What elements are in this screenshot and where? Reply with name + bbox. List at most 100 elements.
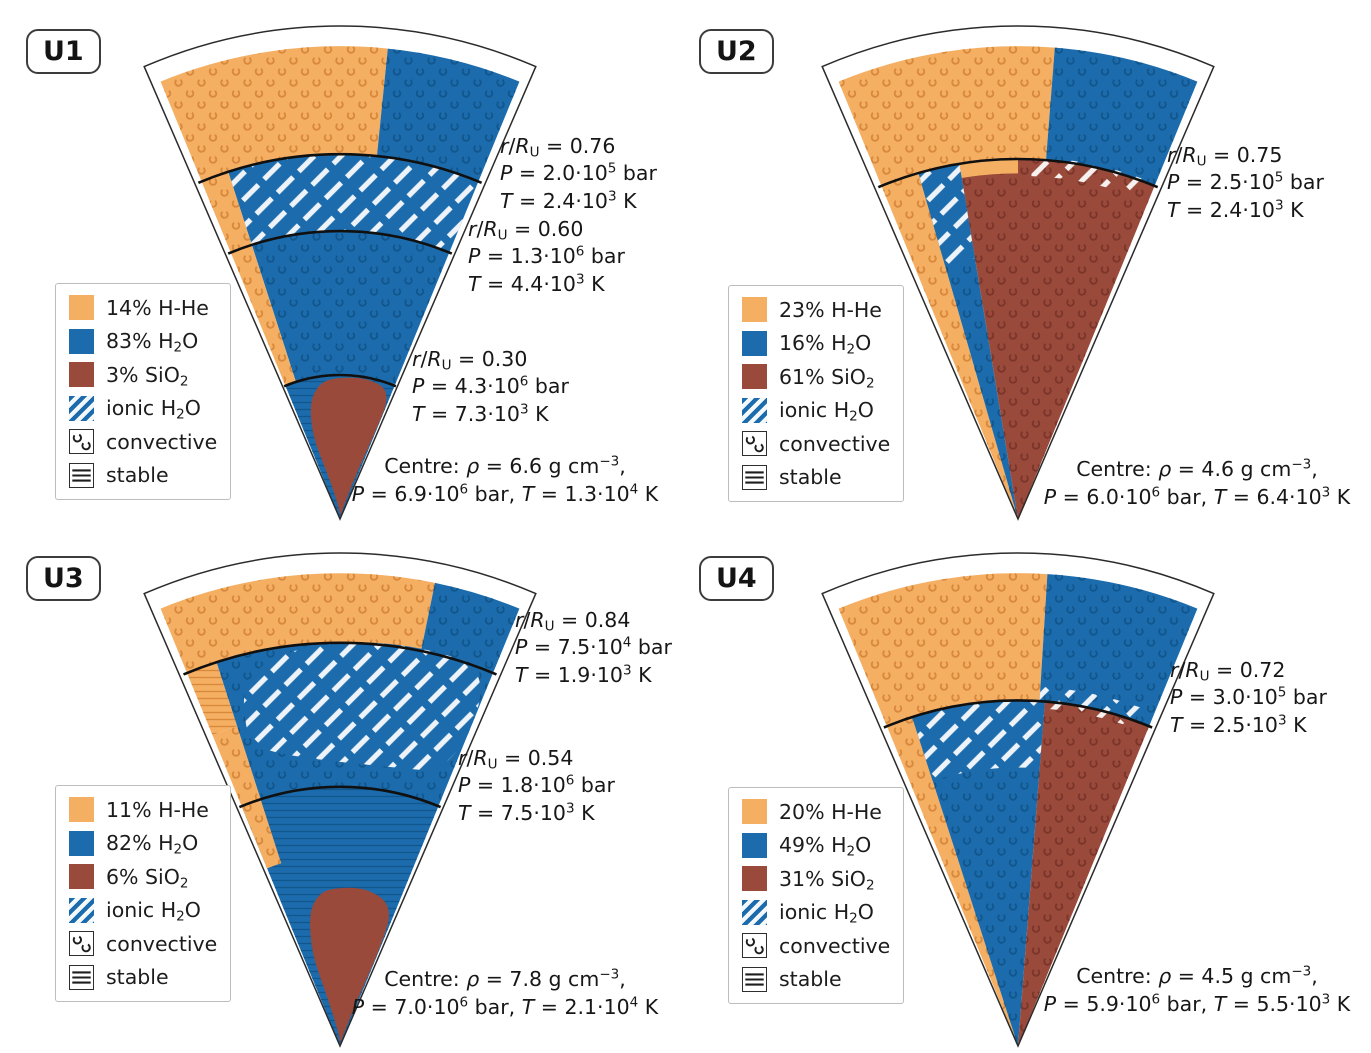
layer-pattern-conv	[1039, 574, 1198, 727]
legend-swatch-stable-icon	[69, 462, 94, 488]
legend-label: stable	[106, 463, 169, 487]
layer-sio2	[310, 887, 389, 1042]
legend-label: ionic H2O	[779, 900, 874, 927]
legend-box: 20% H-He 49% H2O 31% SiO2 ionic H2O convecti…	[728, 787, 905, 1004]
annotation-line: T = 1.9·103 K	[515, 662, 652, 687]
panel-label: U4	[699, 556, 774, 601]
layer-pattern-conv	[912, 700, 1045, 1046]
legend-label: 3% SiO2	[106, 362, 189, 389]
annotation-line: P = 1.3·106 bar	[468, 243, 625, 269]
legend-swatch-convective-icon	[742, 431, 767, 456]
legend-item: 83% H2O	[69, 328, 217, 354]
annotation-line: r/RU = 0.54	[458, 746, 574, 773]
annotation-line: T = 2.4·103 K	[1167, 197, 1304, 222]
annotation-line: r/RU = 0.84	[515, 608, 631, 635]
legend-item: 23% H-He	[742, 297, 890, 322]
annotation-line: P = 4.3·106 bar	[412, 373, 569, 399]
boundary-annotation: r/RU = 0.75 P = 2.5·105 bar T = 2.4·103 K	[1167, 142, 1324, 224]
legend-label: convective	[106, 429, 218, 454]
legend-item: 31% SiO2	[742, 866, 890, 892]
legend-swatch-h2o	[742, 832, 767, 858]
legend-swatch-hhe	[742, 799, 767, 824]
legend-item: 16% H2O	[742, 330, 890, 358]
legend-box: 11% H-He 82% H2O 6% SiO2 ionic H2O convectiv…	[55, 785, 232, 1002]
layer-pattern-conv	[251, 230, 450, 386]
layer-boundary-arc	[197, 152, 483, 184]
layer-pattern-conv	[201, 171, 296, 386]
legend-swatch-sio2	[69, 362, 94, 387]
legend-item: 20% H-He	[742, 799, 890, 824]
legend-swatch-h2o	[69, 328, 94, 354]
legend-label: 23% H-He	[779, 297, 882, 322]
legend-swatch-ionic-icon	[69, 897, 94, 923]
legend-item: ionic H2O	[742, 397, 890, 423]
boundary-annotation: r/RU = 0.54 P = 1.8·106 bar T = 7.5·103 K	[458, 745, 615, 827]
panel-label: U1	[26, 29, 101, 74]
legend-item: ionic H2O	[742, 899, 890, 927]
wedge-outline	[821, 552, 1215, 1048]
annotation-line: T = 7.5·103 K	[458, 800, 595, 825]
legend-label: convective	[106, 931, 218, 956]
legend-label: ionic H2O	[106, 396, 201, 423]
legend-label: convective	[779, 431, 891, 456]
layer-boundary-arc	[182, 641, 498, 676]
centre-line: Centre: ρ = 4.5 g cm−3,	[1076, 963, 1318, 988]
boundary-annotation: r/RU = 0.30 P = 4.3·106 bar T = 7.3·103 K	[412, 346, 569, 428]
centre-line: Centre: ρ = 6.6 g cm−3,	[384, 453, 626, 478]
legend-label: 82% H2O	[106, 831, 199, 858]
wedge-diagram-u1	[143, 25, 537, 521]
legend-item: convective	[742, 431, 890, 456]
panel-label: U3	[26, 556, 101, 601]
legend-label: stable	[779, 465, 842, 489]
centre-line: Centre: ρ = 4.6 g cm−3,	[1076, 456, 1318, 481]
legend-item: 11% H-He	[69, 797, 217, 822]
legend-label: 16% H2O	[779, 331, 872, 358]
legend-label: 61% SiO2	[779, 364, 875, 391]
layer-pattern-ionic	[1031, 156, 1148, 199]
centre-conditions-note: Centre: ρ = 4.5 g cm−3, P = 5.9·106 bar, …	[1044, 962, 1351, 1019]
annotation-line: r/RU = 0.30	[412, 347, 528, 374]
annotation-line: r/RU = 0.72	[1170, 658, 1286, 685]
layer-pattern-conv	[160, 573, 435, 673]
legend-item: ionic H2O	[69, 897, 217, 923]
legend-item: 49% H2O	[742, 832, 890, 860]
centre-conditions-note: Centre: ρ = 6.6 g cm−3, P = 6.9·106 bar, …	[352, 452, 659, 509]
layer-pattern-conv	[212, 726, 282, 869]
layer-boundary-arc	[227, 229, 453, 255]
legend-item: stable	[742, 464, 890, 490]
layer-boundary-arc	[283, 373, 397, 388]
centre-line: P = 5.9·106 bar, T = 5.5·103 K	[1043, 991, 1351, 1017]
annotation-line: P = 2.5·105 bar	[1167, 169, 1324, 195]
layer-pattern-conv	[838, 46, 1055, 186]
annotation-line: T = 2.5·103 K	[1170, 712, 1307, 737]
legend-label: 6% SiO2	[106, 864, 189, 891]
legend-label: 49% H2O	[779, 833, 872, 860]
panel-U4: U4 20% H-He 49% H2O 31% SiO2 ionic H2O conve…	[685, 527, 1371, 1053]
legend-item: convective	[742, 933, 890, 958]
wedge-outline	[143, 552, 537, 1048]
wedge-diagram-u4	[821, 552, 1215, 1048]
wedge-outline	[143, 25, 537, 521]
annotation-line: P = 3.0·105 bar	[1170, 684, 1327, 710]
annotation-line: P = 2.0·105 bar	[500, 160, 657, 186]
boundary-annotation: r/RU = 0.84 P = 7.5·104 bar T = 1.9·103 K	[515, 607, 672, 689]
panel-label: U2	[699, 29, 774, 74]
legend-label: stable	[779, 967, 842, 991]
layer-boundary-arc	[877, 157, 1159, 189]
centre-line: Centre: ρ = 7.8 g cm−3,	[384, 966, 626, 991]
layer-sio2	[310, 377, 387, 515]
annotation-line: T = 7.3·103 K	[412, 401, 549, 426]
legend-label: 14% H-He	[106, 295, 209, 320]
boundary-annotation: r/RU = 0.60 P = 1.3·106 bar T = 4.4·103 K	[468, 216, 625, 298]
layer-pattern-stable	[187, 662, 238, 736]
legend-item: 61% SiO2	[742, 364, 890, 391]
panel-U3: U3 11% H-He 82% H2O 6% SiO2 ionic H2O convec…	[0, 527, 686, 1053]
legend-item: 3% SiO2	[69, 362, 217, 389]
centre-line: P = 7.0·106 bar, T = 2.1·104 K	[351, 994, 659, 1020]
legend-swatch-convective-icon	[69, 429, 94, 454]
layer-pattern-conv	[376, 48, 520, 182]
annotation-line: P = 1.8·106 bar	[458, 772, 615, 798]
wedge-diagram-u3	[143, 552, 537, 1048]
annotation-line: P = 7.5·104 bar	[515, 634, 672, 660]
